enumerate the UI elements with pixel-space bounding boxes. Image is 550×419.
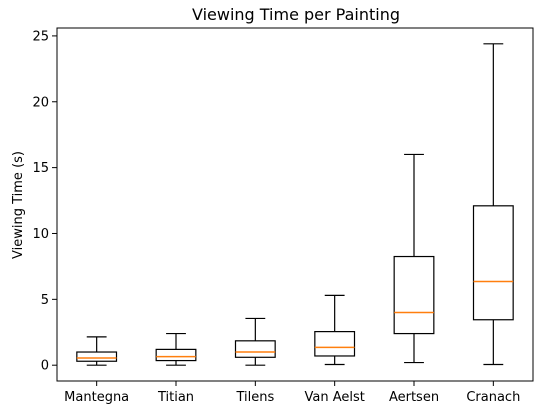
y-axis-label: Viewing Time (s)	[11, 151, 26, 259]
box-mantegna	[76, 351, 118, 362]
x-tick-label: Mantegna	[64, 390, 129, 405]
plot-area: 0 5 10 15 20 25 Mantegna Titian Tilens Van Aelst A…	[32, 27, 534, 405]
y-tick-label: 5	[41, 293, 49, 308]
x-tick-label: Cranach	[466, 390, 520, 405]
x-tick-label: Van Aelst	[304, 390, 364, 405]
box-van-aelst	[314, 331, 356, 357]
x-tick-label: Aertsen	[389, 390, 439, 405]
box-tilens	[234, 340, 276, 358]
y-tick-label: 0	[41, 359, 49, 374]
x-tick-label: Tilens	[235, 390, 274, 405]
x-tick-label: Titian	[157, 390, 194, 405]
box-titian	[155, 348, 197, 362]
box-aertsen	[393, 255, 435, 335]
box-cranach	[472, 205, 514, 321]
y-tick-label: 15	[32, 161, 49, 176]
y-tick-label: 20	[32, 95, 49, 110]
plot-frame	[56, 27, 534, 382]
y-tick-label: 25	[32, 29, 49, 44]
chart-title: Viewing Time per Painting	[192, 5, 400, 24]
y-tick-label: 10	[32, 227, 49, 242]
